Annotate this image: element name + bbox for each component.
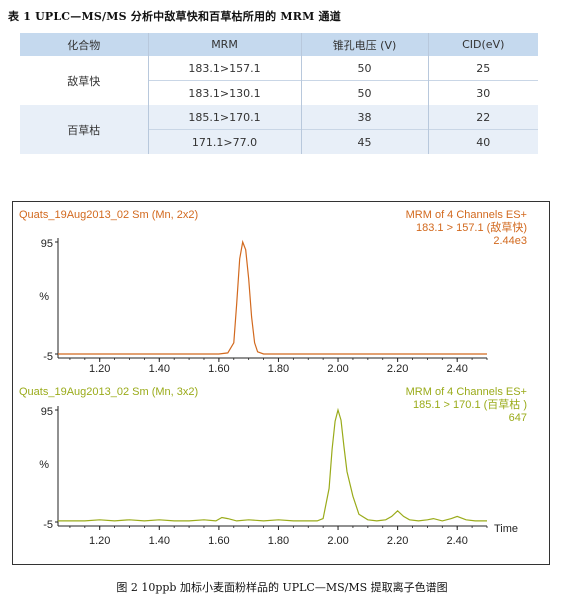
x-tick-label: 1.40 <box>149 535 170 547</box>
voltage-cell: 38 <box>300 105 428 130</box>
panel-1-transition-label: 183.1 > 157.1 (敌草快) <box>416 220 527 234</box>
compound-cell: 敌草快 <box>20 56 148 105</box>
panel-1-ylabel: % <box>39 291 49 303</box>
x-tick-label: 1.20 <box>89 363 110 375</box>
header-mrm: MRM <box>147 33 301 56</box>
cid-cell: 30 <box>427 80 538 105</box>
panel-1-sample-label: Quats_19Aug2013_02 Sm (Mn, 2x2) <box>19 209 198 221</box>
table-header-row: 化合物 MRM 锥孔电压 (V) CID(eV) <box>20 33 538 56</box>
mrm-cell: 171.1>77.0 <box>147 129 301 154</box>
x-tick-label: 2.40 <box>446 535 467 547</box>
panel-1-intensity-label: 2.44e3 <box>493 235 527 247</box>
compound-cell: 百草枯 <box>20 105 148 154</box>
panel-1-ytick-top: 95 <box>41 238 53 250</box>
panel-2-sample-label: Quats_19Aug2013_02 Sm (Mn, 3x2) <box>19 386 198 398</box>
chromatogram-panel-1: Quats_19Aug2013_02 Sm (Mn, 2x2) MRM of 4… <box>19 209 527 375</box>
panel-2-trace <box>58 407 487 522</box>
mrm-cell: 185.1>170.1 <box>147 105 301 130</box>
x-tick-label: 2.00 <box>327 535 348 547</box>
table-row: 183.1>130.1 50 30 <box>20 80 538 105</box>
cid-cell: 22 <box>427 105 538 130</box>
panel-2-ytick-bottom: -5 <box>43 519 53 531</box>
cid-cell: 25 <box>427 56 538 81</box>
voltage-cell: 45 <box>300 129 428 154</box>
panel-1-trace <box>58 239 487 355</box>
panel-1-axes: 1.20 1.40 1.60 1.80 2.00 2.20 2.40 <box>55 238 488 375</box>
x-tick-label: 2.20 <box>387 535 408 547</box>
chromatogram-svg: Quats_19Aug2013_02 Sm (Mn, 2x2) MRM of 4… <box>19 209 527 547</box>
header-compound: 化合物 <box>20 33 148 56</box>
x-tick-label: 1.20 <box>89 535 110 547</box>
panel-2-transition-label: 185.1 > 170.1 (百草枯 ) <box>413 397 527 411</box>
panel-1-ytick-bottom: -5 <box>43 351 53 363</box>
panel-1-channel-label: MRM of 4 Channels ES+ <box>406 209 527 221</box>
figure-caption: 图 2 10ppb 加标小麦面粉样品的 UPLC—MS/MS 提取离子色谱图 <box>116 581 448 594</box>
x-tick-label: 1.40 <box>149 363 170 375</box>
header-voltage: 锥孔电压 (V) <box>300 33 428 56</box>
cid-cell: 40 <box>427 129 538 154</box>
panel-2-ytick-top: 95 <box>41 406 53 418</box>
table-row: 敌草快 183.1>157.1 50 25 <box>20 56 538 105</box>
voltage-cell: 50 <box>300 56 428 81</box>
table-caption: 表 1 UPLC—MS/MS 分析中敌草快和百草枯所用的 MRM 通道 <box>8 10 341 23</box>
chromatogram-panel-2: Quats_19Aug2013_02 Sm (Mn, 3x2) MRM of 4… <box>19 386 527 547</box>
x-tick-label: 2.40 <box>446 363 467 375</box>
mrm-cell: 183.1>130.1 <box>147 80 301 105</box>
x-tick-label: 1.60 <box>208 363 229 375</box>
x-tick-label: 1.60 <box>208 535 229 547</box>
table-row: 百草枯 185.1>170.1 38 22 <box>20 105 538 154</box>
voltage-cell: 50 <box>300 80 428 105</box>
header-cid: CID(eV) <box>427 33 538 56</box>
mrm-cell: 183.1>157.1 <box>147 56 301 81</box>
x-tick-label: 1.80 <box>268 535 289 547</box>
panel-2-ylabel: % <box>39 459 49 471</box>
x-tick-label: 2.00 <box>327 363 348 375</box>
x-tick-label: 2.20 <box>387 363 408 375</box>
chromatogram-figure: Quats_19Aug2013_02 Sm (Mn, 2x2) MRM of 4… <box>12 201 550 565</box>
panel-2-axes: 1.20 1.40 1.60 1.80 2.00 2.20 2.40 <box>55 406 488 547</box>
x-axis-label: Time <box>494 523 518 535</box>
mrm-table: 化合物 MRM 锥孔电压 (V) CID(eV) 敌草快 183.1>157.1… <box>20 33 538 154</box>
panel-2-channel-label: MRM of 4 Channels ES+ <box>406 386 527 398</box>
panel-2-intensity-label: 647 <box>509 412 527 424</box>
table-row: 171.1>77.0 45 40 <box>20 129 538 154</box>
x-tick-label: 1.80 <box>268 363 289 375</box>
